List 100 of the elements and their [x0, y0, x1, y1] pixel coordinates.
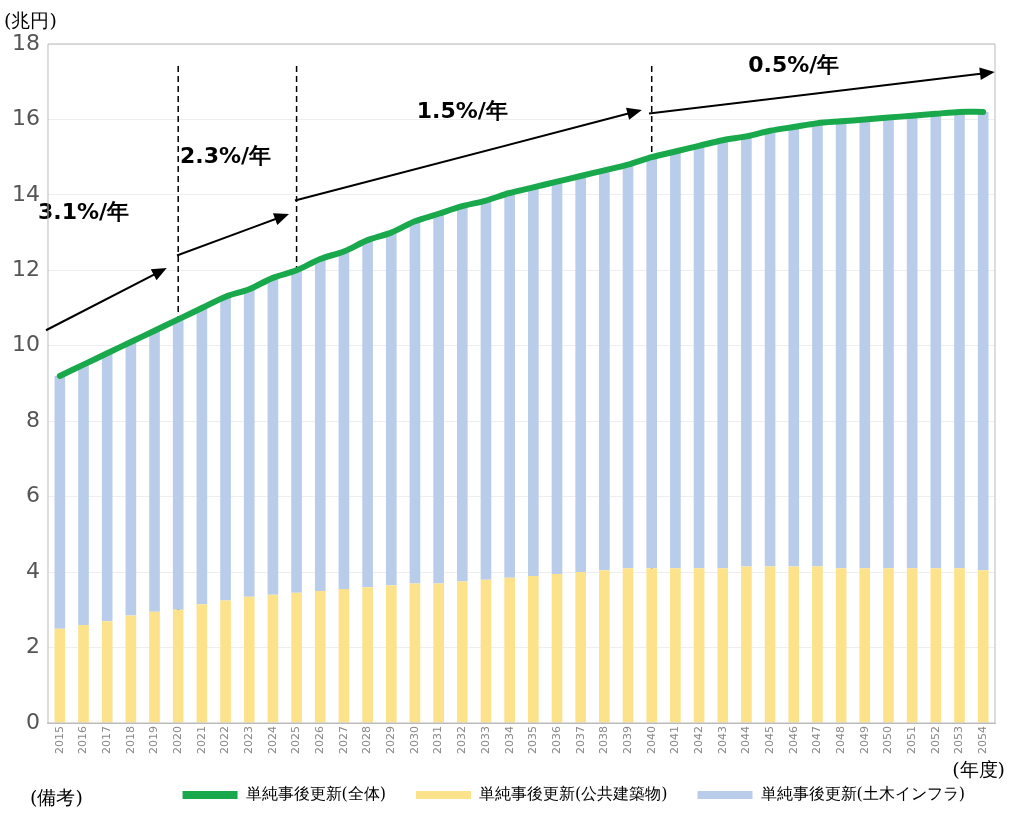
- bar: [409, 583, 421, 723]
- bar: [646, 568, 658, 723]
- bar: [930, 568, 942, 723]
- bar: [101, 353, 113, 622]
- x-tick-label: 2032: [455, 726, 469, 755]
- bar: [362, 587, 373, 723]
- bar: [764, 566, 776, 723]
- bar: [788, 566, 800, 723]
- bar: [693, 568, 705, 723]
- bar: [314, 590, 326, 723]
- y-axis-title: (兆円): [4, 8, 57, 31]
- x-tick-label: 2054: [976, 726, 990, 755]
- x-tick-label: 2030: [407, 726, 421, 755]
- bar: [267, 594, 279, 723]
- bar: [243, 596, 255, 723]
- bar: [528, 187, 539, 576]
- bar: [314, 259, 326, 591]
- legend-label: 単純事後更新(公共建築物): [479, 784, 668, 804]
- x-tick-label: 2025: [289, 726, 303, 755]
- x-axis-title: (年度): [952, 757, 1005, 780]
- y-tick-label: 4: [25, 557, 40, 583]
- bar: [243, 289, 255, 597]
- bar: [670, 151, 681, 569]
- x-tick-label: 2039: [620, 726, 634, 755]
- bar: [220, 600, 231, 723]
- bar: [54, 375, 66, 629]
- bar: [599, 170, 610, 571]
- y-tick-label: 18: [11, 29, 40, 55]
- bar: [54, 628, 66, 723]
- x-tick-label: 2034: [502, 726, 516, 755]
- x-tick-label: 2049: [857, 726, 871, 755]
- x-tick-label: 2042: [691, 726, 705, 755]
- bar: [812, 123, 823, 567]
- x-tick-label: 2043: [715, 726, 729, 755]
- x-tick-label: 2044: [739, 726, 753, 755]
- bar: [551, 574, 563, 723]
- x-tick-label: 2017: [100, 726, 114, 755]
- x-tick-label: 2029: [384, 726, 398, 755]
- bar: [409, 221, 421, 584]
- bar: [835, 568, 847, 723]
- x-tick-label: 2021: [194, 726, 208, 755]
- annotation: 2.3%/年: [180, 142, 272, 168]
- bar: [385, 232, 397, 586]
- bar: [930, 113, 942, 569]
- x-tick-label: 2033: [478, 726, 492, 755]
- bar: [622, 568, 634, 723]
- y-tick-label: 6: [25, 482, 40, 508]
- bar: [670, 568, 681, 723]
- bar: [906, 568, 918, 723]
- bar: [480, 200, 492, 580]
- bar: [149, 330, 160, 612]
- annotation: 3.1%/年: [37, 199, 130, 225]
- x-tick-label: 2053: [952, 726, 966, 755]
- x-tick-label: 2018: [123, 726, 137, 755]
- bar: [172, 609, 184, 723]
- x-tick-label: 2026: [313, 726, 327, 755]
- bar: [717, 140, 729, 569]
- legend-label: 単純事後更新(全体): [245, 784, 387, 804]
- bar: [385, 585, 397, 723]
- bar: [646, 157, 658, 569]
- x-tick-label: 2020: [171, 726, 185, 755]
- x-tick-label: 2052: [928, 726, 942, 755]
- x-tick-label: 2035: [526, 726, 540, 755]
- x-tick-label: 2027: [336, 726, 350, 755]
- bar: [906, 115, 918, 569]
- bar: [101, 621, 113, 723]
- annotation: 1.5%/年: [416, 97, 508, 123]
- bar: [78, 624, 89, 723]
- x-tick-label: 2046: [786, 726, 800, 755]
- x-tick-label: 2019: [147, 726, 161, 755]
- x-tick-label: 2047: [810, 726, 824, 755]
- y-tick-label: 2: [25, 633, 40, 659]
- bar: [338, 589, 350, 723]
- bar: [456, 206, 468, 582]
- bar: [220, 296, 231, 601]
- y-tick-label: 14: [11, 180, 40, 206]
- bar: [954, 568, 965, 723]
- bar: [480, 579, 492, 723]
- bar: [362, 240, 373, 588]
- bar: [622, 164, 634, 569]
- y-tick-label: 12: [11, 256, 40, 282]
- bar: [196, 308, 208, 605]
- y-tick-label: 8: [25, 406, 40, 432]
- bar: [693, 145, 705, 569]
- x-tick-label: 2041: [668, 726, 682, 755]
- bar: [599, 570, 610, 723]
- bar: [977, 111, 989, 571]
- bar: [267, 277, 279, 595]
- bar: [78, 364, 89, 625]
- bar: [717, 568, 729, 723]
- bar: [528, 575, 539, 723]
- bar: [291, 592, 302, 723]
- x-tick-label: 2016: [76, 726, 90, 755]
- bar: [883, 117, 894, 569]
- text: (備考): [30, 785, 83, 808]
- bar: [575, 572, 587, 723]
- bar: [764, 130, 776, 567]
- bar: [338, 251, 350, 590]
- x-tick-label: 2036: [549, 726, 563, 755]
- bar: [456, 581, 468, 723]
